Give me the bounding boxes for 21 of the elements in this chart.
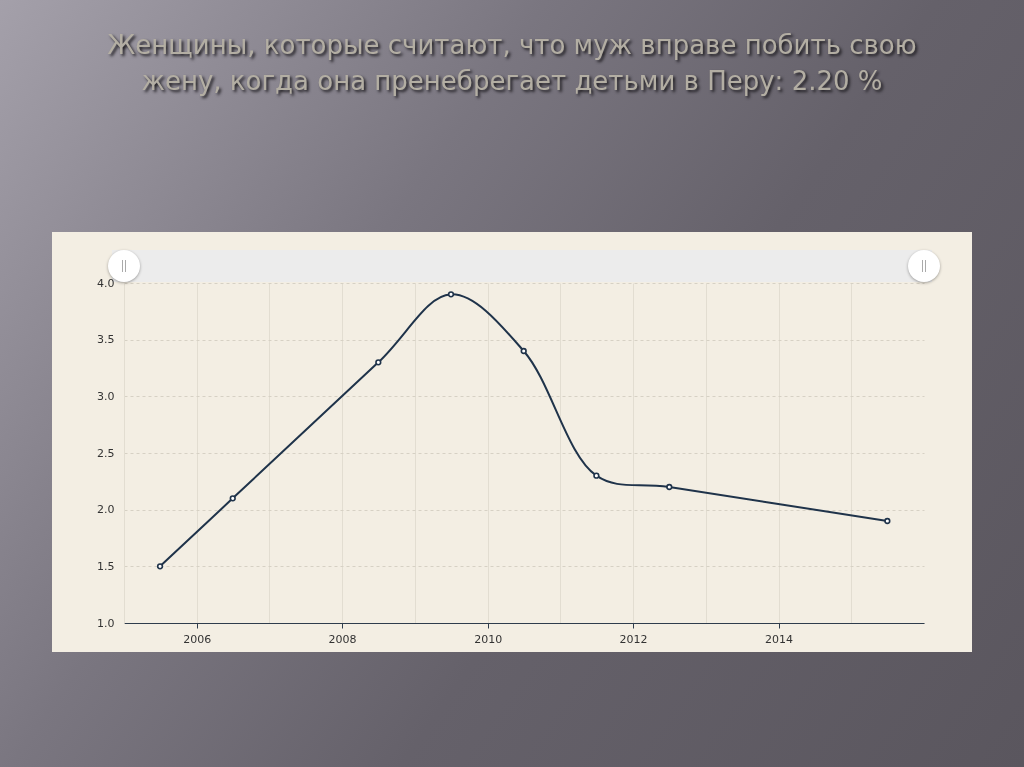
- point: [520, 347, 527, 355]
- x-tick-label: 2006: [183, 632, 212, 646]
- x-tick-label: 2008: [328, 632, 357, 646]
- point: [375, 359, 382, 366]
- y-tick-label: 3.0: [97, 389, 115, 403]
- y-tick-label: 2.5: [97, 446, 115, 460]
- point: [666, 483, 673, 491]
- point: [229, 495, 236, 502]
- x-tick-label: 2012: [619, 632, 648, 646]
- x-tick-label: 2010: [474, 632, 503, 646]
- chart-title: Женщины, которые считают, что муж вправе побить свою жену, когда она пренебрегает детьми в Перу: 2.20 %: [106, 29, 918, 98]
- point: [447, 291, 455, 298]
- y-tick-label: 3.5: [97, 333, 115, 347]
- y-tick-label: 2.0: [97, 503, 115, 517]
- point: [884, 517, 891, 525]
- x-tick-label: 2014: [765, 632, 794, 646]
- y-tick-label: 1.0: [97, 616, 115, 630]
- y-tick-label: 4.0: [97, 276, 115, 290]
- point: [156, 563, 164, 570]
- point: [593, 472, 600, 479]
- y-tick-label: 1.5: [97, 559, 115, 573]
